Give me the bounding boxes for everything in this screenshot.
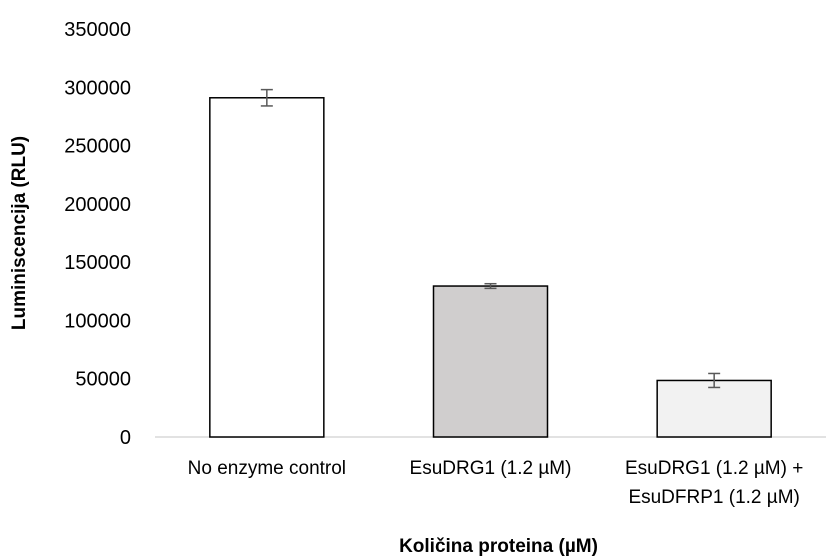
y-tick-label: 150000 [64, 252, 131, 274]
y-tick-label: 250000 [64, 136, 131, 158]
error-bars [260, 88, 721, 389]
y-tick-label: 50000 [75, 369, 131, 391]
bar-1 [209, 97, 325, 438]
x-axis-title: Količina proteina (µM) [399, 536, 598, 557]
bars [209, 97, 772, 438]
y-tick-label: 350000 [64, 19, 131, 41]
x-category-label: EsuDFRP1 (1.2 µM) [628, 487, 799, 508]
y-tick-label: 200000 [64, 194, 131, 216]
error-bar-2 [484, 282, 497, 290]
bar-3 [656, 379, 772, 438]
y-tick-label: 0 [120, 427, 131, 449]
x-category-label: No enzyme control [188, 458, 346, 479]
y-tick-label: 100000 [64, 310, 131, 332]
x-category-label: EsuDRG1 (1.2 µM) [410, 458, 572, 479]
bar-2 [432, 285, 549, 438]
error-bar-3 [708, 372, 721, 389]
y-tick-label: 300000 [64, 77, 131, 99]
error-bar-1 [260, 88, 273, 107]
y-axis-title: Luminiscencija (RLU) [9, 136, 30, 330]
y-axis-ticks: 0 50000 100000 150000 200000 250000 300000 3500… [64, 19, 131, 449]
x-axis-categories: No enzyme control EsuDRG1 (1.2 µM) EsuDRG1… [188, 458, 804, 508]
x-category-label: EsuDRG1 (1.2 µM) + [625, 458, 803, 479]
